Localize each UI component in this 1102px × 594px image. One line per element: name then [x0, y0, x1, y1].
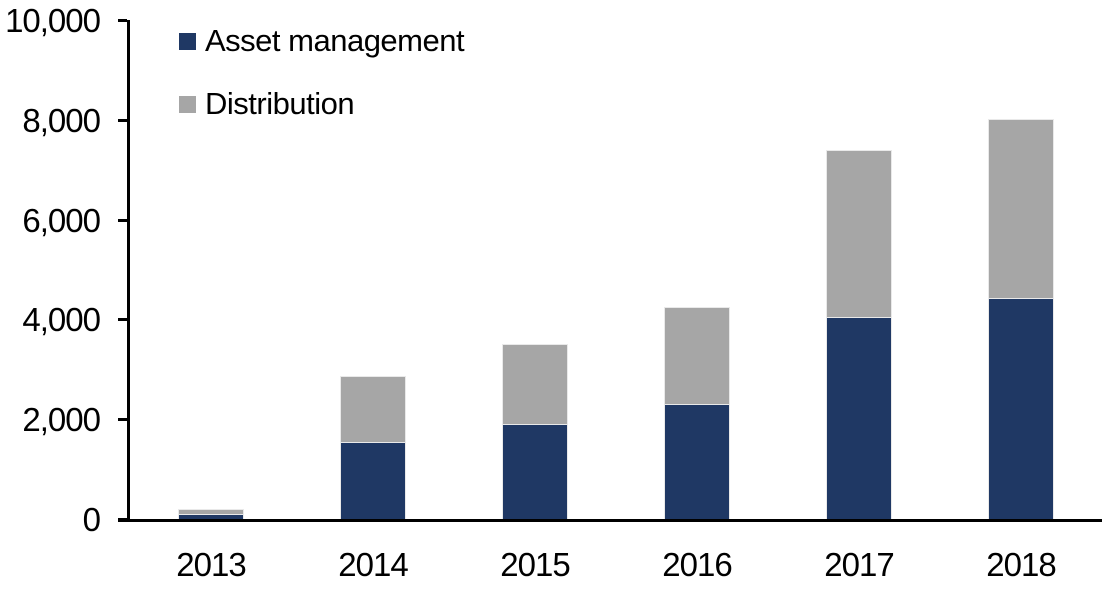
y-tick-mark — [118, 418, 127, 422]
bar-segment-distribution-2018 — [988, 119, 1054, 298]
bar-segment-distribution-2013 — [178, 509, 244, 514]
bar-segment-distribution-2016 — [664, 307, 730, 404]
y-tick-mark — [118, 318, 127, 322]
y-tick-mark — [118, 19, 127, 22]
bar-segment-distribution-2017 — [826, 150, 892, 317]
y-tick-mark — [118, 118, 127, 122]
y-tick-label: 2,000 — [22, 401, 101, 439]
x-tick-label-2017: 2017 — [824, 546, 894, 583]
x-tick-label-2015: 2015 — [500, 546, 570, 583]
legend-item-asset-management: Asset management — [179, 23, 465, 58]
bar-segment-asset-management-2017 — [826, 317, 892, 519]
bar-segment-asset-management-2015 — [502, 424, 568, 519]
legend-label-asset-management: Asset management — [205, 23, 465, 58]
y-tick-mark — [118, 218, 127, 222]
legend-item-distribution: Distribution — [179, 86, 355, 121]
legend-swatch-asset-management-icon — [179, 32, 196, 50]
y-tick-label: 4,000 — [22, 301, 101, 339]
y-tick-label: 8,000 — [22, 101, 101, 139]
bar-segment-asset-management-2013 — [178, 514, 244, 519]
bar-segment-distribution-2015 — [502, 344, 568, 424]
bar-segment-asset-management-2016 — [664, 404, 730, 519]
bar-segment-asset-management-2014 — [340, 442, 406, 519]
x-tick-label-2016: 2016 — [662, 546, 732, 583]
y-axis — [127, 20, 130, 522]
x-tick-label-2013: 2013 — [176, 546, 246, 583]
bar-segment-asset-management-2018 — [988, 298, 1054, 519]
y-tick-label: 10,000 — [5, 2, 101, 39]
legend-swatch-distribution-icon — [179, 95, 196, 113]
x-axis — [118, 519, 1102, 522]
x-tick-label-2018: 2018 — [986, 546, 1056, 583]
legend-label-distribution: Distribution — [205, 86, 355, 121]
y-tick-label: 6,000 — [22, 201, 101, 239]
x-tick-label-2014: 2014 — [338, 546, 408, 583]
bar-segment-distribution-2014 — [340, 376, 406, 442]
y-tick-label: 0 — [82, 501, 101, 538]
